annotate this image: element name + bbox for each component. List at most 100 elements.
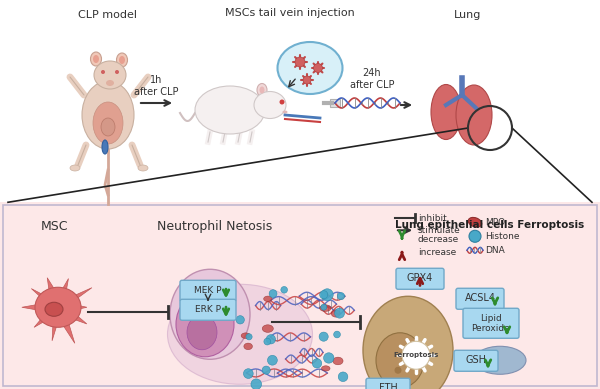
- Text: MPO: MPO: [485, 218, 505, 227]
- FancyBboxPatch shape: [366, 378, 410, 389]
- Ellipse shape: [456, 85, 492, 145]
- Ellipse shape: [262, 325, 274, 332]
- Circle shape: [244, 369, 253, 378]
- Circle shape: [281, 286, 287, 293]
- Circle shape: [319, 332, 328, 341]
- Ellipse shape: [474, 346, 526, 374]
- FancyBboxPatch shape: [180, 280, 236, 301]
- Circle shape: [413, 345, 419, 351]
- Circle shape: [399, 351, 407, 359]
- Circle shape: [264, 338, 271, 345]
- Ellipse shape: [93, 102, 123, 144]
- Circle shape: [115, 70, 119, 74]
- Ellipse shape: [376, 333, 424, 388]
- Text: Lipid
Peroxide: Lipid Peroxide: [472, 314, 511, 333]
- Ellipse shape: [257, 84, 267, 96]
- Polygon shape: [56, 288, 92, 311]
- Circle shape: [337, 293, 344, 300]
- Text: ACSL4: ACSL4: [464, 293, 496, 303]
- Circle shape: [262, 366, 270, 374]
- Circle shape: [320, 291, 328, 299]
- Ellipse shape: [94, 61, 126, 89]
- Text: inhibit: inhibit: [418, 214, 447, 223]
- Text: Lung epithelial cells Ferroptosis: Lung epithelial cells Ferroptosis: [395, 220, 584, 230]
- Polygon shape: [53, 279, 68, 309]
- Ellipse shape: [176, 292, 234, 357]
- Bar: [3, 205, 597, 386]
- Circle shape: [101, 70, 105, 74]
- Bar: [330, 99, 340, 107]
- Circle shape: [303, 76, 311, 84]
- Circle shape: [323, 353, 334, 363]
- Bar: [0, 0, 600, 202]
- Text: Lung: Lung: [454, 10, 482, 20]
- Ellipse shape: [93, 55, 99, 63]
- Text: DNA: DNA: [485, 246, 505, 255]
- Ellipse shape: [277, 42, 343, 94]
- Ellipse shape: [320, 305, 331, 312]
- Text: FTH: FTH: [379, 383, 397, 389]
- Circle shape: [402, 341, 430, 369]
- Ellipse shape: [241, 333, 250, 338]
- Circle shape: [313, 359, 322, 368]
- Ellipse shape: [331, 310, 340, 317]
- Circle shape: [268, 355, 277, 365]
- Ellipse shape: [167, 284, 313, 384]
- Text: CLP model: CLP model: [79, 10, 137, 20]
- Polygon shape: [55, 302, 87, 324]
- Ellipse shape: [195, 86, 265, 134]
- FancyBboxPatch shape: [454, 350, 498, 371]
- Text: MEK P: MEK P: [194, 286, 222, 295]
- Ellipse shape: [170, 269, 250, 359]
- Circle shape: [246, 334, 252, 340]
- Ellipse shape: [431, 84, 461, 140]
- FancyBboxPatch shape: [463, 308, 519, 338]
- Circle shape: [269, 290, 277, 298]
- Circle shape: [295, 57, 305, 67]
- Ellipse shape: [106, 80, 114, 86]
- Circle shape: [469, 230, 481, 242]
- FancyBboxPatch shape: [396, 268, 444, 289]
- Ellipse shape: [468, 217, 482, 227]
- Ellipse shape: [260, 86, 265, 93]
- Text: GSH: GSH: [466, 355, 487, 365]
- Ellipse shape: [70, 165, 80, 171]
- FancyBboxPatch shape: [456, 288, 504, 309]
- Text: Neutrophil Netosis: Neutrophil Netosis: [157, 220, 272, 233]
- Ellipse shape: [283, 110, 287, 114]
- Text: decrease: decrease: [418, 235, 459, 244]
- Text: stimulate: stimulate: [418, 226, 461, 235]
- Circle shape: [280, 100, 284, 105]
- Circle shape: [334, 331, 340, 338]
- Ellipse shape: [138, 165, 148, 171]
- Text: GPX4: GPX4: [407, 273, 433, 283]
- Polygon shape: [34, 303, 62, 328]
- Circle shape: [266, 335, 275, 344]
- Circle shape: [395, 367, 401, 374]
- Bar: [0, 202, 600, 389]
- Polygon shape: [31, 289, 61, 311]
- FancyBboxPatch shape: [180, 299, 236, 320]
- Ellipse shape: [119, 56, 125, 64]
- Ellipse shape: [45, 302, 63, 316]
- Ellipse shape: [244, 343, 253, 350]
- Circle shape: [338, 372, 348, 382]
- Ellipse shape: [363, 296, 453, 389]
- Circle shape: [251, 379, 262, 389]
- Text: MSCs tail vein injection: MSCs tail vein injection: [225, 8, 355, 18]
- Text: increase: increase: [418, 248, 456, 257]
- Text: 24h
after CLP: 24h after CLP: [350, 68, 394, 90]
- Ellipse shape: [116, 53, 128, 67]
- Ellipse shape: [187, 315, 217, 350]
- Polygon shape: [52, 307, 62, 341]
- Ellipse shape: [91, 52, 101, 66]
- Text: ERK P: ERK P: [195, 305, 221, 314]
- Ellipse shape: [101, 118, 115, 136]
- Text: Ferroptosis: Ferroptosis: [394, 352, 439, 358]
- Ellipse shape: [322, 366, 330, 371]
- Polygon shape: [53, 305, 75, 343]
- Text: 1h
after CLP: 1h after CLP: [134, 75, 178, 97]
- Ellipse shape: [263, 296, 272, 301]
- Ellipse shape: [82, 81, 134, 149]
- Polygon shape: [22, 301, 58, 314]
